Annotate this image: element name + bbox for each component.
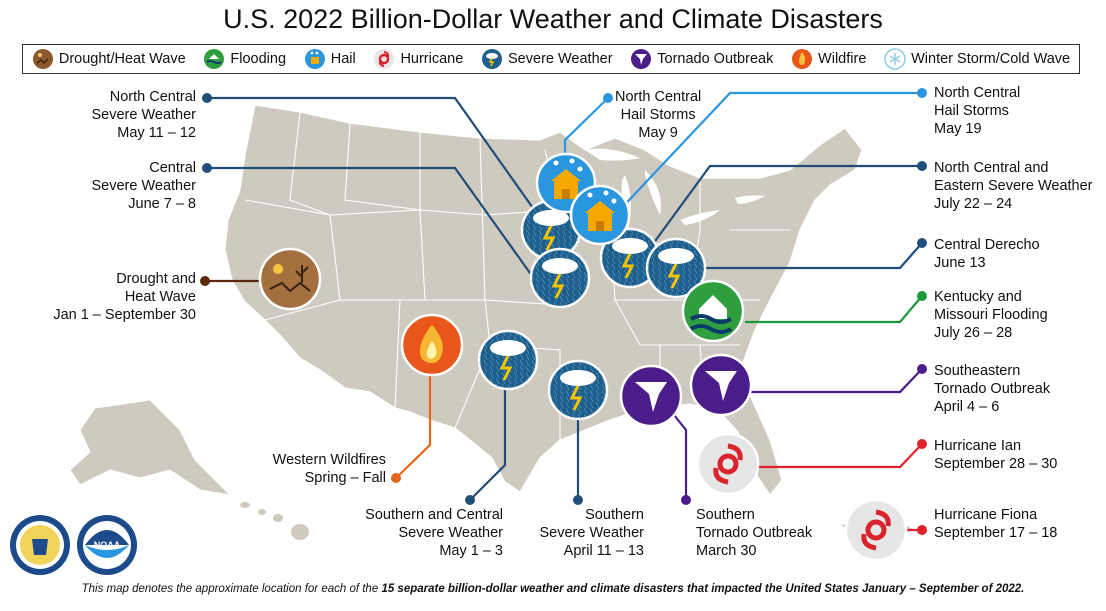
legend-item-hurricane: Hurricane — [373, 48, 463, 70]
label-derecho: Central Derecho June 13 — [934, 237, 1040, 271]
legend-label: Hurricane — [400, 51, 464, 67]
leader-se-tornado — [750, 368, 923, 394]
legend-label: Tornado Outbreak — [657, 51, 774, 67]
leader-s-tornado — [669, 409, 688, 500]
label-hail-may19: North Central Hail Storms May 19 — [934, 85, 1021, 137]
legend-label: Winter Storm/Cold Wave — [911, 51, 1071, 67]
leader-central-severe — [207, 166, 536, 281]
leader-sc-severe — [469, 385, 507, 501]
legend-item-severe-weather: Severe Weather — [481, 48, 613, 70]
tornado-icon — [631, 49, 652, 69]
leader-nc-severe — [207, 96, 541, 219]
legend-label: Severe Weather — [508, 51, 613, 67]
noaa-logo: NOAA — [77, 515, 137, 575]
legend-label: Drought/Heat Wave — [58, 51, 186, 67]
leader-wildfires — [395, 370, 432, 479]
label-s-tornado: Southern Tornado Outbreak March 30 — [696, 507, 813, 559]
label-central-severe: Central Severe Weather June 7 – 8 — [91, 160, 196, 212]
label-ky-mo-flood: Kentucky and Missouri Flooding July 26 –… — [934, 289, 1048, 341]
severe-weather-marker-s — [547, 359, 609, 421]
legend-item-tornado: Tornado Outbreak — [630, 48, 773, 70]
drought-icon — [32, 49, 53, 69]
map-title: U.S. 2022 Billion-Dollar Weather and Cli… — [223, 4, 883, 34]
hail-icon — [304, 49, 325, 69]
label-nce-severe: North Central and Eastern Severe Weather… — [934, 160, 1093, 212]
severe-weather-marker-derecho — [645, 237, 707, 299]
leader-nce-severe — [649, 164, 922, 249]
label-drought: Drought and Heat Wave Jan 1 – September … — [53, 271, 196, 323]
hurricane-marker-ian — [696, 432, 760, 496]
alaska-landmass — [69, 399, 232, 496]
tornado-marker-southern — [619, 364, 683, 428]
severe-weather-icon — [482, 49, 503, 69]
legend-item-drought: Drought/Heat Wave — [32, 48, 186, 70]
label-fiona: Hurricane Fiona September 17 – 18 — [934, 507, 1058, 541]
hawaii-islands — [240, 502, 309, 540]
svg-text:NOAA: NOAA — [94, 540, 121, 550]
hail-marker-may19 — [569, 184, 631, 246]
legend-label: Wildfire — [818, 51, 867, 67]
wildfire-marker — [400, 313, 464, 377]
leader-ky-mo-flood — [745, 295, 923, 324]
drought-marker — [258, 247, 322, 311]
flooding-marker — [681, 279, 745, 343]
commerce-seal-logo — [10, 515, 70, 575]
leader-hail-may19 — [614, 91, 922, 216]
legend: Drought/Heat Wave Flooding Hail Hurrican… — [22, 44, 1080, 74]
leader-lines — [205, 91, 923, 532]
label-sc-severe: Southern and Central Severe Weather May … — [365, 507, 503, 559]
tornado-marker-southeastern — [689, 353, 753, 417]
legend-item-wildfire: Wildfire — [791, 48, 866, 70]
severe-weather-marker-central — [529, 247, 591, 309]
leader-ian — [755, 443, 923, 469]
hurricane-marker-fiona — [844, 498, 908, 562]
label-ian: Hurricane Ian September 28 – 30 — [934, 438, 1058, 472]
flooding-icon — [204, 49, 225, 69]
legend-item-flooding: Flooding — [203, 48, 286, 70]
legend-label: Hail — [330, 51, 356, 67]
label-se-tornado: Southeastern Tornado Outbreak April 4 – … — [934, 363, 1051, 415]
hurricane-icon — [374, 49, 395, 69]
leader-derecho — [700, 242, 923, 270]
severe-weather-marker-sc — [477, 329, 539, 391]
wildfire-icon — [792, 49, 813, 69]
legend-item-winter-storm: Winter Storm/Cold Wave — [884, 48, 1070, 70]
legend-label: Flooding — [230, 51, 287, 67]
label-hail-may9: North Central Hail Storms May 9 — [615, 89, 702, 141]
label-nc-severe: North Central Severe Weather May 11 – 12 — [91, 89, 196, 141]
winter-storm-icon — [884, 48, 906, 70]
leader-dots — [200, 88, 927, 535]
label-s-severe: Southern Severe Weather April 11 – 13 — [539, 507, 644, 559]
footnote: This map denotes the approximate locatio… — [81, 583, 1025, 595]
legend-item-hail: Hail — [304, 48, 356, 70]
label-wildfires: Western Wildfires Spring – Fall — [272, 452, 386, 486]
